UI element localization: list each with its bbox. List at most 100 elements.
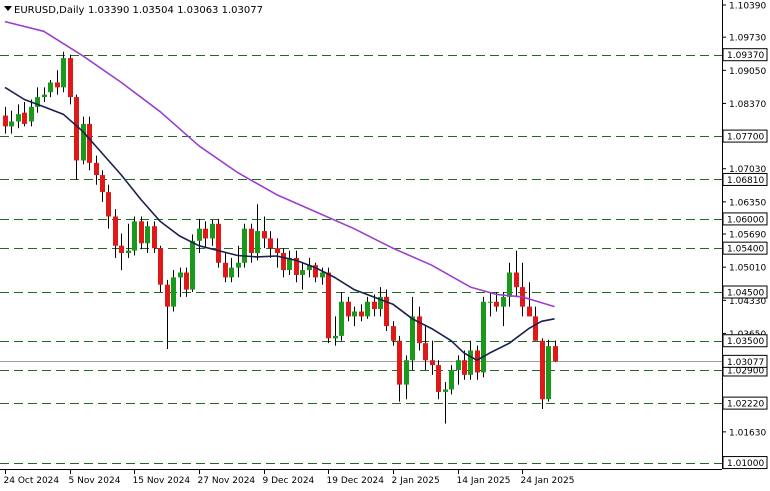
price-tick-label: 1.04330 xyxy=(729,297,766,307)
candle xyxy=(262,216,267,249)
candle xyxy=(494,292,499,312)
candle-body xyxy=(35,97,40,107)
candle-body xyxy=(456,360,461,370)
candle xyxy=(113,209,118,258)
candle xyxy=(468,340,473,380)
candle-body xyxy=(42,94,47,98)
level-labels: 1.09370 1.07700 1.06810 1.06000 1.05400 1.045… xyxy=(722,48,768,470)
candle-body xyxy=(404,360,409,385)
candle xyxy=(281,248,286,278)
candle xyxy=(514,250,519,297)
candle xyxy=(333,316,338,346)
candle xyxy=(378,287,383,317)
time-axis: 24 Oct 2024 5 Nov 2024 15 Nov 2024 27 Nov 2… xyxy=(4,469,575,486)
candle-body xyxy=(74,97,79,161)
candle-body xyxy=(423,343,428,361)
price-tick-label: 1.05690 xyxy=(729,231,766,241)
chart-header: EURUSD,Daily 1.03390 1.03504 1.03063 1.0… xyxy=(4,5,263,16)
candle-body xyxy=(29,106,34,122)
candle xyxy=(68,54,73,105)
candle xyxy=(61,51,66,93)
price-tick-label: 1.10390 xyxy=(729,2,766,12)
candle-body xyxy=(553,346,558,362)
candle-body xyxy=(359,311,364,317)
candle-body xyxy=(210,223,215,239)
symbol-label: EURUSD,Daily xyxy=(14,5,85,16)
candle xyxy=(94,155,99,185)
candle xyxy=(391,321,396,346)
candle xyxy=(190,234,195,293)
candle-body xyxy=(501,296,506,307)
price-tick-label: 1.09050 xyxy=(729,67,766,77)
level-label-box xyxy=(722,285,768,299)
candle xyxy=(119,233,124,271)
candle xyxy=(462,350,467,380)
candle xyxy=(488,292,493,317)
ohlc-readout: 1.03390 1.03504 1.03063 1.03077 xyxy=(88,5,263,16)
time-tick-label: 19 Dec 2024 xyxy=(327,476,385,486)
level-label: 1.06000 xyxy=(727,215,764,225)
price-tick-label: 1.09730 xyxy=(729,34,766,44)
candle xyxy=(145,221,150,254)
candle-body xyxy=(443,389,448,392)
candle-body xyxy=(126,250,131,254)
candle-body xyxy=(365,301,370,317)
candle-body xyxy=(313,265,318,278)
candle-body xyxy=(203,228,208,239)
candle-body xyxy=(9,121,14,127)
time-tick-label: 15 Nov 2024 xyxy=(133,476,191,486)
candle xyxy=(449,365,454,395)
candle-body xyxy=(287,257,292,271)
candle xyxy=(216,218,221,268)
candle-body xyxy=(527,306,532,317)
candle-body xyxy=(242,228,247,263)
candle xyxy=(313,262,318,283)
candle-body xyxy=(61,58,66,88)
candle xyxy=(533,306,538,341)
candle xyxy=(481,296,486,378)
time-tick-label: 9 Dec 2024 xyxy=(263,476,315,486)
candle-body xyxy=(119,245,124,254)
candle-body xyxy=(300,270,305,275)
candle-body xyxy=(16,114,21,122)
level-label: 1.03500 xyxy=(727,337,764,347)
candle xyxy=(300,262,305,290)
candle xyxy=(326,267,331,344)
candle-body xyxy=(113,216,118,246)
candle xyxy=(184,267,189,297)
candle-body xyxy=(55,82,60,88)
candle-body xyxy=(178,272,183,278)
time-tick-label: 24 Jan 2025 xyxy=(521,476,575,486)
candle xyxy=(346,296,351,322)
candle xyxy=(165,279,170,350)
level-label-box xyxy=(722,212,768,226)
collapse-triangle-icon[interactable] xyxy=(4,6,12,11)
time-tick-label: 2 Jan 2025 xyxy=(392,476,440,486)
candle xyxy=(132,216,137,256)
time-tick-label: 14 Jan 2025 xyxy=(457,476,511,486)
candle xyxy=(417,306,422,351)
candle xyxy=(436,360,441,400)
candle-body xyxy=(281,253,286,271)
candle-body xyxy=(229,267,234,278)
time-tick-label: 5 Nov 2024 xyxy=(69,476,121,486)
candle xyxy=(546,339,551,402)
candle-body xyxy=(171,277,176,307)
candle xyxy=(178,267,183,297)
candle-body xyxy=(475,350,480,373)
candle xyxy=(339,292,344,341)
candle xyxy=(553,340,558,363)
level-label-box xyxy=(722,241,768,255)
candle xyxy=(275,238,280,268)
candle xyxy=(197,218,202,254)
candle xyxy=(236,245,241,278)
candle xyxy=(203,221,208,249)
candle-body xyxy=(81,123,86,161)
candle xyxy=(229,257,234,283)
candle-body xyxy=(397,340,402,385)
candle-body xyxy=(216,223,221,263)
candle-body xyxy=(294,257,299,275)
level-label: 1.09370 xyxy=(727,51,764,61)
